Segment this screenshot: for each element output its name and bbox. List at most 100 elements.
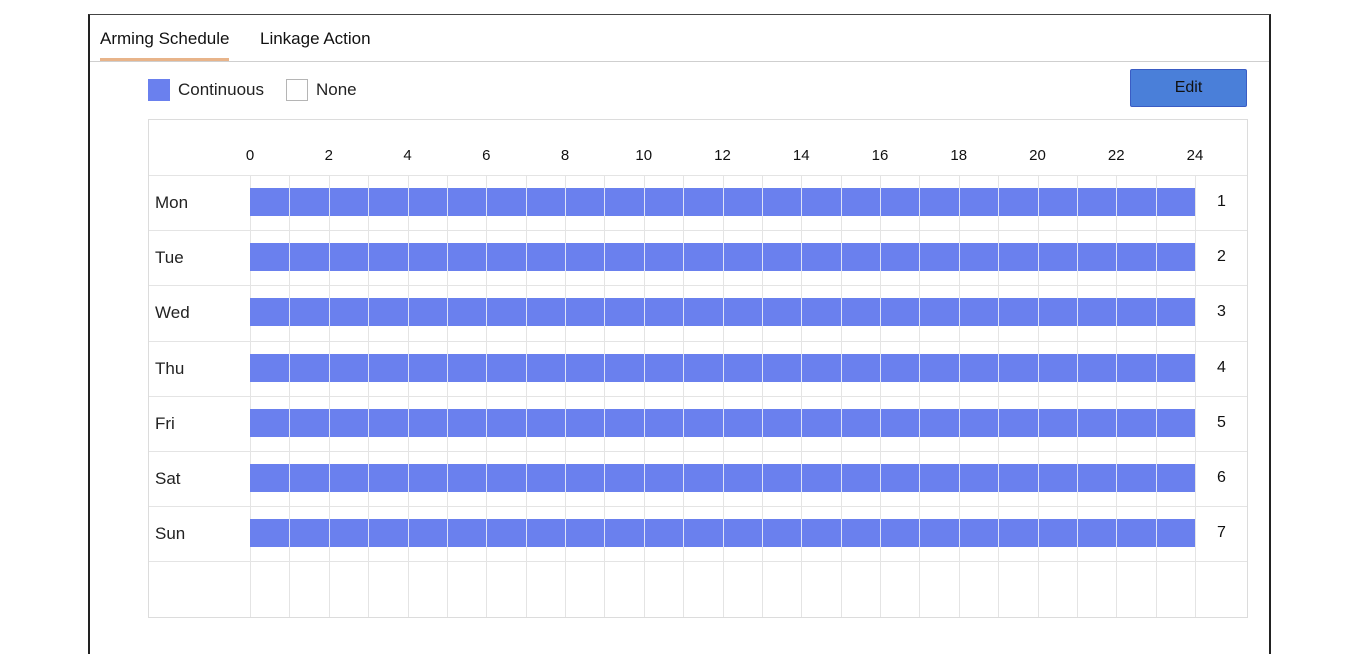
hour-divider [1076, 188, 1078, 216]
legend-none[interactable]: None [286, 78, 357, 102]
schedule-bar-sun[interactable] [250, 519, 1195, 548]
hour-divider [919, 519, 921, 548]
grid-hline [149, 230, 1247, 232]
hour-divider [1037, 464, 1039, 492]
tab-bar: Arming Schedule Linkage Action [90, 15, 1269, 62]
hour-divider [958, 464, 960, 492]
hour-divider [525, 519, 527, 548]
day-label-sun: Sun [155, 524, 186, 544]
hour-divider [761, 188, 763, 216]
hour-divider [328, 353, 330, 382]
hour-divider [643, 353, 645, 382]
hour-divider [486, 408, 488, 437]
hour-divider [1155, 464, 1157, 492]
row-number: 7 [1217, 524, 1226, 542]
row-number: 1 [1217, 193, 1226, 210]
day-label-mon: Mon [155, 193, 189, 212]
hour-divider [801, 298, 803, 327]
legend-none-label: None [316, 80, 357, 99]
hour-divider [683, 188, 685, 216]
hour-divider [328, 464, 330, 492]
row-number: 3 [1217, 303, 1226, 321]
grid-hline [149, 285, 1247, 287]
schedule-bar-fri[interactable] [250, 408, 1195, 437]
hour-divider [643, 188, 645, 216]
hour-divider [1116, 243, 1118, 272]
hour-divider [761, 519, 763, 548]
schedule-bar-sat[interactable] [250, 464, 1195, 492]
hour-divider [919, 353, 921, 382]
hour-divider [328, 519, 330, 548]
hour-divider [998, 464, 1000, 492]
hour-divider [1155, 353, 1157, 382]
hour-divider [1037, 298, 1039, 327]
hour-label: 16 [871, 147, 889, 164]
hour-divider [919, 298, 921, 327]
hour-label: 4 [403, 147, 412, 164]
hour-divider [722, 519, 724, 548]
hour-divider [1076, 464, 1078, 492]
hour-label: 20 [1029, 147, 1046, 164]
hour-divider [840, 243, 842, 272]
row-number: 6 [1217, 469, 1226, 486]
hour-divider [368, 464, 370, 492]
legend-continuous[interactable]: Continuous [148, 78, 264, 102]
hour-divider [722, 408, 724, 437]
hour-divider [407, 353, 409, 382]
hour-divider [801, 519, 803, 548]
hour-divider [722, 353, 724, 382]
hour-divider [998, 188, 1000, 216]
hour-divider [840, 298, 842, 327]
hour-divider [880, 464, 881, 492]
hour-divider [1076, 353, 1078, 382]
hour-divider [880, 519, 881, 548]
hour-label: 0 [245, 147, 255, 164]
hour-divider [840, 188, 842, 216]
grid-hline [149, 451, 1247, 452]
hour-divider [604, 243, 606, 272]
hour-divider [643, 408, 645, 437]
hour-divider [801, 353, 803, 382]
tab-arming-schedule[interactable]: Arming Schedule [100, 29, 230, 61]
day-label-thu: Thu [155, 358, 185, 378]
hour-divider [407, 188, 409, 216]
tab-linkage-action[interactable]: Linkage Action [260, 29, 371, 48]
hour-divider [722, 464, 724, 492]
hour-divider [289, 408, 291, 437]
hour-divider [604, 188, 606, 216]
schedule-bar-thu[interactable] [250, 353, 1195, 382]
hour-divider [368, 519, 370, 548]
hour-divider [1116, 353, 1118, 382]
grid-hline [149, 395, 1247, 397]
day-label-wed: Wed [155, 303, 190, 323]
hour-divider [840, 519, 842, 548]
grid-hline [149, 175, 1247, 176]
edit-button[interactable]: Edit [1130, 69, 1247, 107]
hour-divider [643, 519, 645, 548]
hour-label: 6 [482, 147, 491, 164]
hour-divider [328, 188, 330, 216]
hour-divider [958, 243, 960, 272]
hour-divider [998, 519, 1000, 548]
schedule-bar-tue[interactable] [250, 243, 1195, 272]
hour-divider [565, 519, 566, 548]
hour-divider [761, 464, 763, 492]
hour-divider [880, 298, 881, 327]
hour-divider [486, 464, 488, 492]
hour-divider [407, 408, 409, 437]
schedule-bar-wed[interactable] [250, 298, 1195, 327]
legend-continuous-label: Continuous [178, 80, 265, 99]
hour-label: 22 [1107, 147, 1125, 164]
hour-divider [525, 464, 527, 492]
hour-label: 12 [714, 147, 731, 164]
schedule-bar-mon[interactable] [250, 188, 1195, 216]
hour-divider [565, 243, 566, 272]
hour-divider [525, 353, 527, 382]
grid-hline [149, 506, 1247, 508]
hour-divider [840, 408, 842, 437]
hour-divider [446, 408, 448, 437]
hour-divider [1155, 243, 1157, 272]
hour-divider [683, 243, 685, 272]
hour-divider [328, 298, 330, 327]
hour-divider [407, 298, 409, 327]
